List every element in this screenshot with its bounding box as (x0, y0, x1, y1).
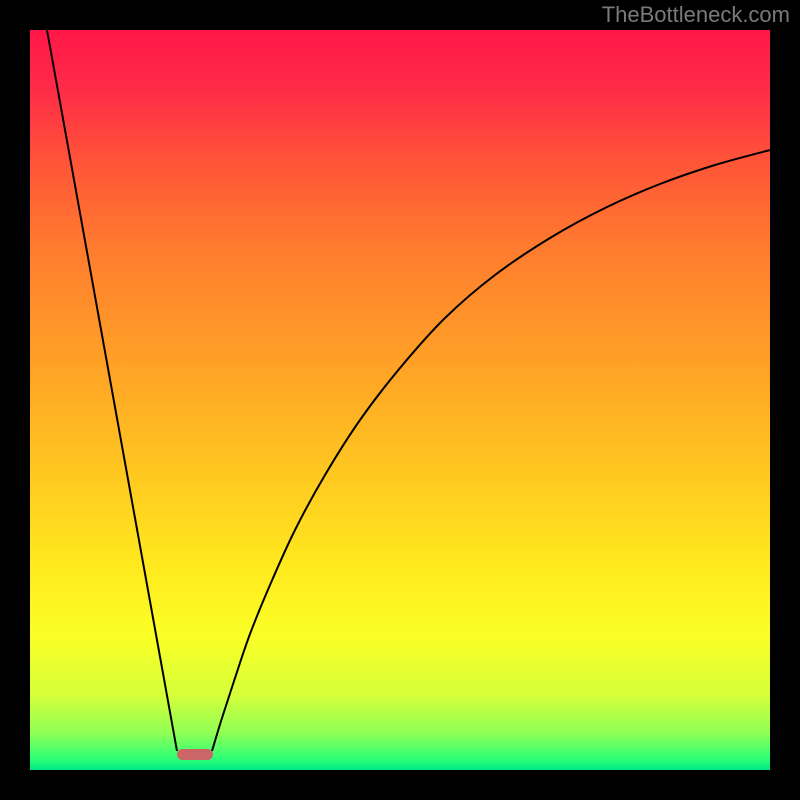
bottom-marker (177, 749, 213, 760)
chart-container: TheBottleneck.com (0, 0, 800, 800)
watermark-text: TheBottleneck.com (602, 2, 790, 28)
plot-background (30, 30, 770, 770)
chart-svg (0, 0, 800, 800)
